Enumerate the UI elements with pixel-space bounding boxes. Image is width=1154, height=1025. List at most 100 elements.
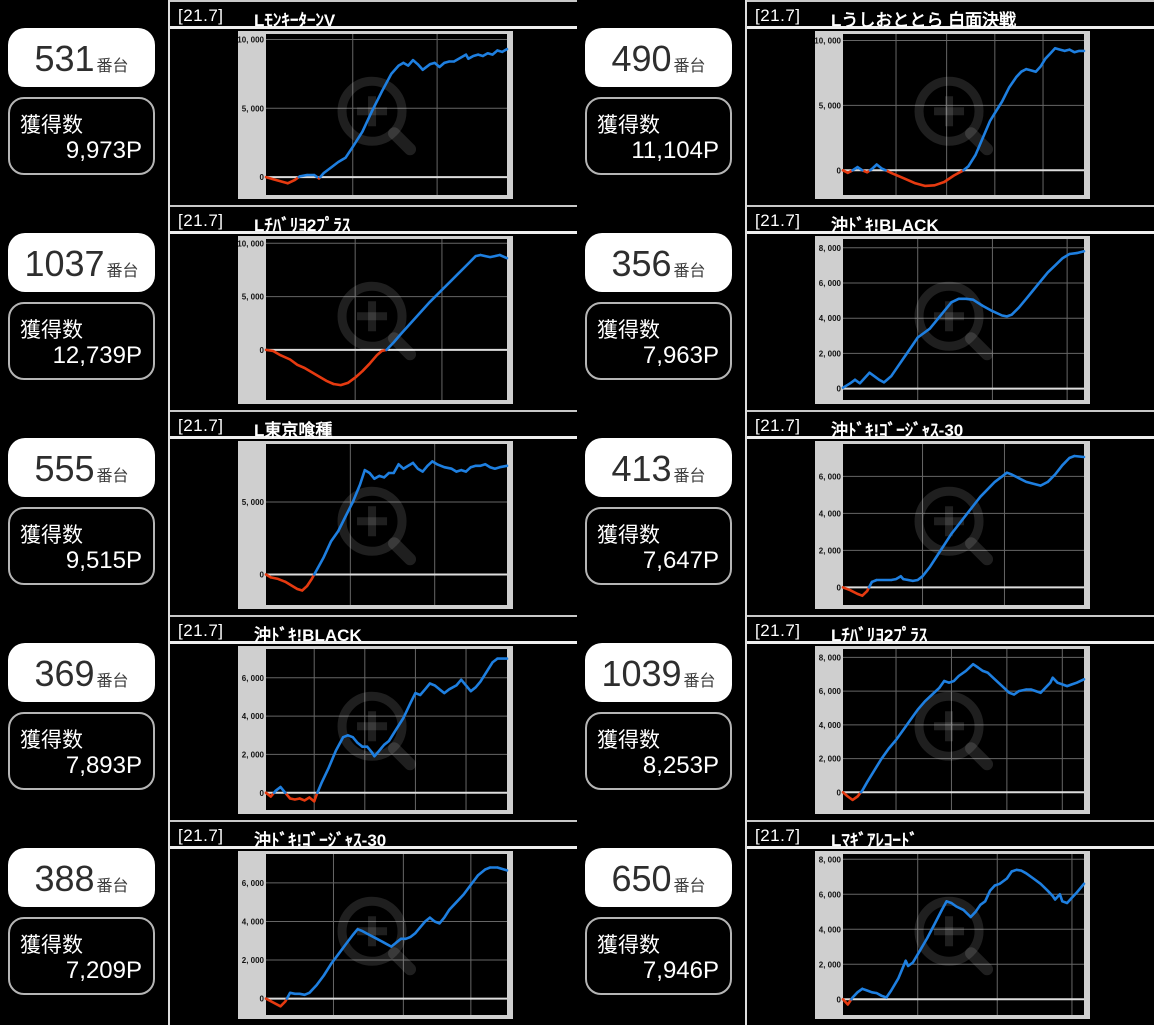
y-axis-tick-label: 4, 000 — [819, 721, 842, 730]
graph-title-bar: [21.7] Lﾁﾊﾞﾘﾖ2ﾌﾟﾗｽ — [170, 205, 577, 235]
slump-graph: 8, 000 6, 000 4, 000 2, 000 0 — [819, 649, 1086, 810]
machine-number-box: 413 番台 — [585, 438, 732, 497]
machine-info-card: 531 番台 獲得数 9,973P — [0, 0, 168, 205]
graph-title-bar: [21.7] 沖ﾄﾞｷ!ｺﾞｰｼﾞｬｽ-30 — [747, 410, 1154, 440]
y-axis-tick-label: 0 — [260, 173, 265, 182]
machine-info-card: 413 番台 獲得数 7,647P — [577, 410, 745, 615]
y-axis-tick-label: 5, 000 — [242, 293, 265, 302]
machine-number-box: 555 番台 — [8, 438, 155, 497]
points-box: 獲得数 7,946P — [585, 917, 732, 995]
y-axis-tick-label: 2, 000 — [242, 956, 265, 965]
machine-number-box: 369 番台 — [8, 643, 155, 702]
y-axis-tick-label: 6, 000 — [819, 279, 842, 288]
points-value: 7,893P — [65, 752, 142, 779]
points-box: 獲得数 7,647P — [585, 507, 732, 585]
machine-graph-section: [21.7] L東京喰種 5, 000 0 — [170, 410, 577, 615]
machine-number: 388 — [34, 858, 95, 899]
time-label: [21.7] — [755, 621, 801, 640]
machine-number: 356 — [611, 243, 672, 284]
points-box: 獲得数 7,209P — [8, 917, 155, 995]
slump-graph-panel[interactable]: 10, 000 5, 000 0 — [815, 31, 1090, 199]
slump-graph-panel[interactable]: 8, 000 6, 000 4, 000 2, 000 0 — [815, 851, 1090, 1019]
y-axis-tick-label: 8, 000 — [819, 653, 842, 662]
machine-number-unit: 番台 — [96, 878, 129, 895]
y-axis-tick-label: 10, 000 — [238, 36, 265, 45]
points-label: 獲得数 — [20, 934, 83, 957]
points-value: 11,104P — [631, 137, 719, 164]
graph-title-bar: [21.7] Lﾏｷﾞｱﾚｺｰﾄﾞ — [747, 820, 1154, 850]
y-axis-tick-label: 0 — [260, 995, 265, 1004]
machine-graph-section: [21.7] 沖ﾄﾞｷ!ｺﾞｰｼﾞｬｽ-30 6, 000 4, 000 2, 00… — [747, 410, 1154, 615]
points-box: 獲得数 8,253P — [585, 712, 732, 790]
slump-graph: 6, 000 4, 000 2, 000 0 — [819, 444, 1086, 605]
graph-title-bar: [21.7] 沖ﾄﾞｷ!BLACK — [170, 615, 577, 645]
y-axis-tick-label: 2, 000 — [242, 750, 265, 759]
graph-title-bar: [21.7] LﾓﾝｷｰﾀｰﾝV — [170, 0, 577, 30]
y-axis-tick-label: 8, 000 — [819, 244, 842, 253]
slump-graph-panel[interactable]: 10, 000 5, 000 0 — [238, 31, 513, 199]
machine-number-box: 1039 番台 — [585, 643, 732, 702]
machine-name: L東京喰種 — [254, 421, 333, 440]
info-column-middle: 490 番台 獲得数 11,104P 356 番台 獲得数 7,963P 413… — [577, 0, 745, 1025]
slump-graph: 10, 000 5, 000 0 — [238, 34, 509, 195]
slump-graph-panel[interactable]: 10, 000 5, 000 0 — [238, 236, 513, 404]
y-axis-tick-label: 0 — [837, 995, 842, 1004]
machine-number-unit: 番台 — [106, 263, 139, 280]
y-axis-tick-label: 4, 000 — [819, 509, 842, 518]
slump-graph-panel[interactable]: 6, 000 4, 000 2, 000 0 — [815, 441, 1090, 609]
points-value: 12,739P — [52, 342, 142, 369]
points-value: 7,647P — [642, 547, 719, 574]
machine-name: Lうしおととら 白面決戦 — [831, 11, 1017, 30]
machine-info-card: 555 番台 獲得数 9,515P — [0, 410, 168, 615]
time-label: [21.7] — [755, 211, 801, 230]
points-label: 獲得数 — [597, 114, 660, 137]
machine-name: 沖ﾄﾞｷ!BLACK — [254, 626, 362, 645]
y-axis-tick-label: 2, 000 — [819, 546, 842, 555]
y-axis-tick-label: 6, 000 — [242, 674, 265, 683]
points-box: 獲得数 7,893P — [8, 712, 155, 790]
time-label: [21.7] — [755, 6, 801, 25]
y-axis-tick-label: 0 — [260, 346, 265, 355]
points-value: 7,963P — [642, 342, 719, 369]
graph-column-right: [21.7] Lうしおととら 白面決戦 10, 000 5, 000 0 [21.7… — [745, 0, 1154, 1025]
y-axis-tick-label: 2, 000 — [819, 755, 842, 764]
slump-graph: 10, 000 5, 000 0 — [815, 34, 1086, 195]
graph-column-left: [21.7] LﾓﾝｷｰﾀｰﾝV 10, 000 5, 000 0 [21.7] L… — [168, 0, 577, 1025]
machine-number-unit: 番台 — [96, 58, 129, 75]
machine-info-card: 356 番台 獲得数 7,963P — [577, 205, 745, 410]
y-axis-tick-label: 10, 000 — [238, 239, 265, 248]
magnifier-watermark-icon — [337, 486, 417, 566]
machine-number: 555 — [34, 448, 95, 489]
y-axis-tick-label: 6, 000 — [819, 687, 842, 696]
points-label: 獲得数 — [597, 319, 660, 342]
slump-graph-panel[interactable]: 8, 000 6, 000 4, 000 2, 000 0 — [815, 236, 1090, 404]
slump-graph-panel[interactable]: 5, 000 0 — [238, 441, 513, 609]
machine-number: 413 — [611, 448, 672, 489]
magnifier-watermark-icon — [337, 691, 417, 771]
y-axis-tick-label: 10, 000 — [815, 37, 842, 46]
y-axis-tick-label: 8, 000 — [819, 855, 842, 864]
y-axis-tick-label: 4, 000 — [242, 712, 265, 721]
y-axis-tick-label: 6, 000 — [819, 472, 842, 481]
y-axis-tick-label: 2, 000 — [819, 349, 842, 358]
points-box: 獲得数 11,104P — [585, 97, 732, 175]
machine-graph-section: [21.7] 沖ﾄﾞｷ!BLACK 6, 000 4, 000 2, 000 0 — [170, 615, 577, 820]
time-label: [21.7] — [178, 621, 224, 640]
slump-graph-panel[interactable]: 6, 000 4, 000 2, 000 0 — [238, 851, 513, 1019]
machine-graph-section: [21.7] LﾓﾝｷｰﾀｰﾝV 10, 000 5, 000 0 — [170, 0, 577, 205]
machine-name: 沖ﾄﾞｷ!BLACK — [831, 216, 939, 235]
info-column-left: 531 番台 獲得数 9,973P 1037 番台 獲得数 12,739P 55… — [0, 0, 168, 1025]
slump-graph-panel[interactable]: 8, 000 6, 000 4, 000 2, 000 0 — [815, 646, 1090, 814]
machine-info-card: 388 番台 獲得数 7,209P — [0, 820, 168, 1025]
slump-graph: 8, 000 6, 000 4, 000 2, 000 0 — [819, 239, 1086, 400]
machine-graph-section: [21.7] 沖ﾄﾞｷ!BLACK 8, 000 6, 000 4, 000 2, 0… — [747, 205, 1154, 410]
slump-graph-panel[interactable]: 6, 000 4, 000 2, 000 0 — [238, 646, 513, 814]
machine-number-unit: 番台 — [683, 673, 716, 690]
machine-number-box: 531 番台 — [8, 28, 155, 87]
points-box: 獲得数 7,963P — [585, 302, 732, 380]
points-box: 獲得数 9,973P — [8, 97, 155, 175]
graph-title-bar: [21.7] L東京喰種 — [170, 410, 577, 440]
machine-name: 沖ﾄﾞｷ!ｺﾞｰｼﾞｬｽ-30 — [831, 421, 964, 440]
y-axis-tick-label: 0 — [837, 166, 842, 175]
